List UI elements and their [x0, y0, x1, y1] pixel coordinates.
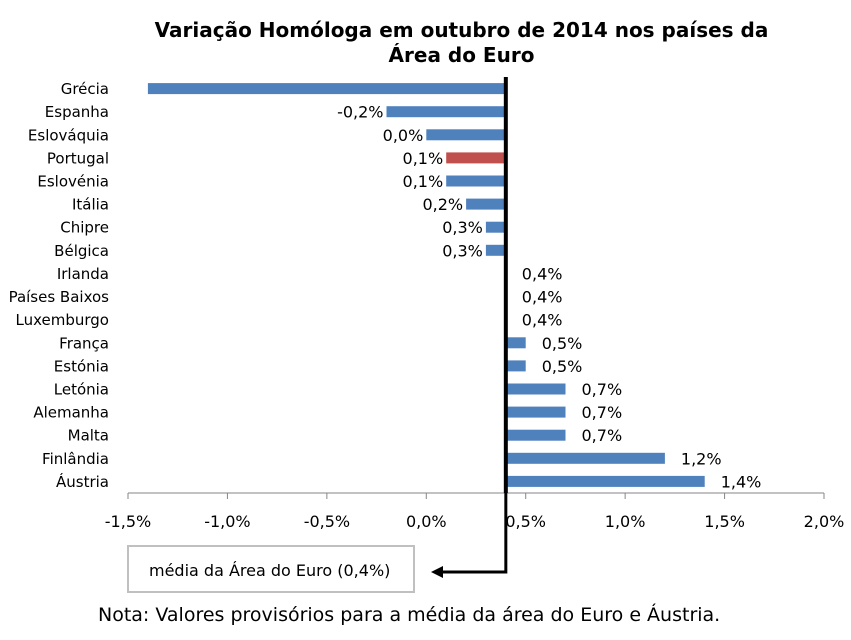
- category-label: Eslovénia: [37, 173, 109, 191]
- bar-áustria: [505, 475, 705, 487]
- data-label: 0,7%: [582, 403, 623, 422]
- data-label: 0,5%: [542, 357, 583, 376]
- category-label: Eslováquia: [28, 126, 109, 144]
- category-label: Grécia: [61, 80, 109, 98]
- data-labels: -0,2%0,0% 0,1% 0,1% 0,2% 0,3% 0,3% 0,4% 0,4% 0,4…: [337, 103, 761, 492]
- data-label: 0,1%: [403, 172, 444, 191]
- data-label: 0,0%: [383, 126, 424, 145]
- category-label: Letónia: [54, 381, 109, 399]
- x-tick-label: 0,0%: [406, 512, 447, 531]
- baseline-connector: [440, 493, 508, 574]
- bar-estónia: [505, 360, 526, 372]
- category-labels: Grécia Espanha Eslováquia Portugal Eslovénia…: [9, 80, 110, 491]
- category-label: Luxemburgo: [16, 311, 110, 329]
- connector-arrowhead: [431, 566, 443, 578]
- category-label: Estónia: [54, 357, 109, 375]
- category-label: Bélgica: [54, 242, 109, 260]
- bar-malta: [505, 429, 566, 441]
- x-axis: -1,5% -1,0% -0,5% 0,0% 0,5% 1,0% 1,5% 2,0%: [105, 492, 845, 531]
- category-label: Países Baixos: [9, 288, 110, 306]
- baseline-group: [431, 77, 508, 578]
- bars-layer: [147, 83, 705, 487]
- bar-eslováquia: [426, 129, 506, 141]
- x-tick-label: -1,5%: [105, 512, 151, 531]
- category-label: França: [59, 334, 109, 352]
- footnote: Nota: Valores provisórios para a média d…: [98, 604, 721, 626]
- data-label: 0,1%: [403, 149, 444, 168]
- data-label: 1,2%: [681, 449, 722, 468]
- x-tick-label: -1,0%: [204, 512, 250, 531]
- bar-portugal: [446, 152, 506, 164]
- bar-bélgica: [485, 244, 506, 256]
- chart-title-line-2: Área do Euro: [388, 43, 535, 67]
- data-label: 1,4%: [721, 472, 762, 491]
- x-tick-label: 2,0%: [804, 512, 845, 531]
- data-label: 0,2%: [422, 195, 463, 214]
- legend-box: média da Área do Euro (0,4%): [127, 545, 415, 593]
- x-tick-label: 1,5%: [704, 512, 745, 531]
- bar-finlândia: [505, 452, 665, 464]
- bar-chipre: [485, 221, 506, 233]
- category-label: Irlanda: [57, 265, 109, 283]
- chart-title: Variação Homóloga em outubro de 2014 nos…: [0, 18, 851, 68]
- data-label: 0,7%: [582, 380, 623, 399]
- data-label: 0,7%: [582, 426, 623, 445]
- category-label: Chipre: [60, 219, 109, 237]
- data-label: 0,4%: [522, 264, 563, 283]
- bar-alemanha: [505, 406, 566, 418]
- category-label: Áustria: [56, 472, 109, 491]
- bar-frança: [505, 337, 526, 349]
- data-label: -0,2%: [337, 103, 383, 122]
- category-label: Malta: [68, 427, 109, 445]
- bar-letónia: [505, 383, 566, 395]
- bar-itália: [466, 198, 506, 210]
- category-label: Portugal: [47, 149, 109, 167]
- data-label: 0,3%: [442, 241, 483, 260]
- data-label: 0,5%: [542, 334, 583, 353]
- legend-label: média da Área do Euro (0,4%): [149, 561, 391, 580]
- category-label: Espanha: [45, 103, 109, 121]
- x-tick-label: -0,5%: [304, 512, 350, 531]
- bar-grécia: [147, 83, 506, 95]
- data-label: 0,4%: [522, 311, 563, 330]
- chart-title-line-1: Variação Homóloga em outubro de 2014 nos…: [154, 18, 769, 42]
- category-label: Itália: [72, 196, 109, 214]
- data-label: 0,4%: [522, 288, 563, 307]
- x-tick-label: 1,0%: [605, 512, 646, 531]
- data-label: 0,3%: [442, 218, 483, 237]
- category-label: Alemanha: [33, 404, 109, 422]
- bar-espanha: [386, 106, 506, 118]
- category-label: Finlândia: [42, 450, 109, 468]
- x-tick-label: 0,5%: [505, 512, 546, 531]
- bar-eslovénia: [446, 175, 506, 187]
